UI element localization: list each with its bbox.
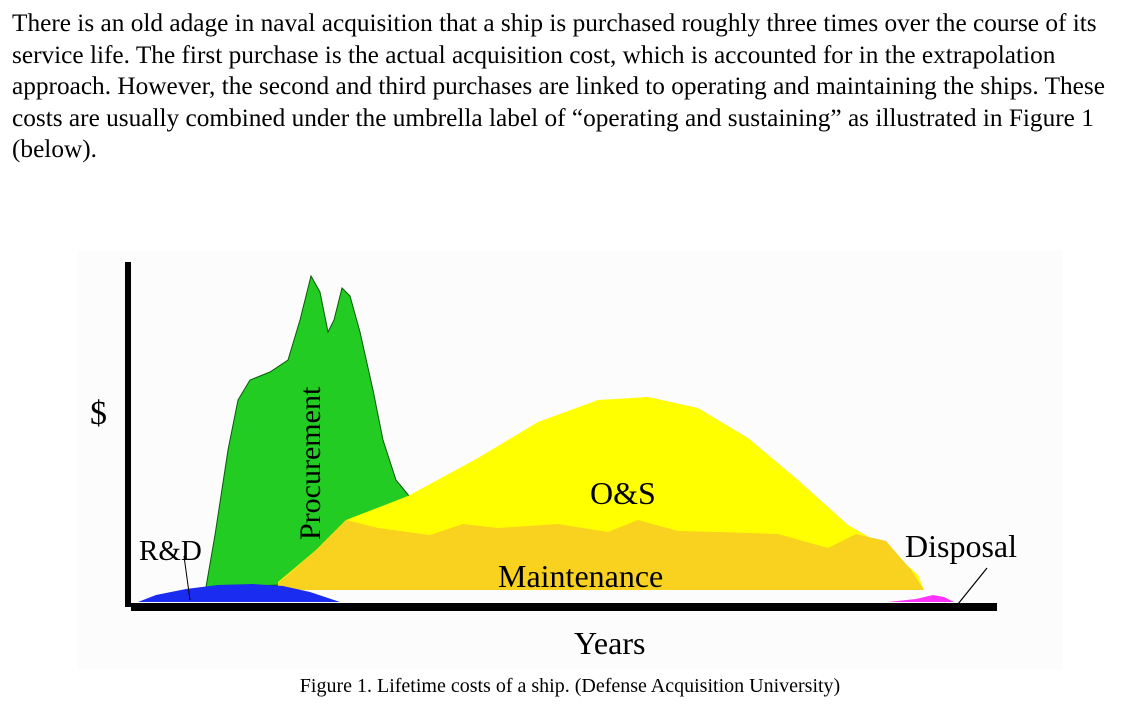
y-axis-label: $ [90, 395, 107, 432]
disposal-label: Disposal [905, 528, 1017, 564]
os-label: O&S [590, 475, 656, 511]
lifetime-costs-diagram: $ R&D Procurement O&S Maintenance Dispos… [78, 250, 1063, 670]
maintenance-label: Maintenance [498, 558, 663, 594]
body-paragraph: There is an old adage in naval acquisiti… [12, 9, 1105, 163]
x-axis-label: Years [574, 625, 645, 661]
figure-caption: Figure 1. Lifetime costs of a ship. (Def… [299, 675, 841, 697]
rd-label: R&D [139, 535, 202, 567]
y-axis [125, 262, 131, 607]
rd-region [138, 584, 340, 602]
maintenance-region [278, 520, 924, 590]
disposal-region [888, 595, 954, 602]
x-axis [131, 603, 997, 611]
rd-leader-line [183, 555, 191, 601]
lifetime-costs-figure: $ R&D Procurement O&S Maintenance Dispos… [78, 250, 1063, 670]
procurement-label: Procurement [294, 386, 327, 540]
procurement-region [205, 274, 411, 588]
disposal-leader-line [957, 567, 988, 605]
